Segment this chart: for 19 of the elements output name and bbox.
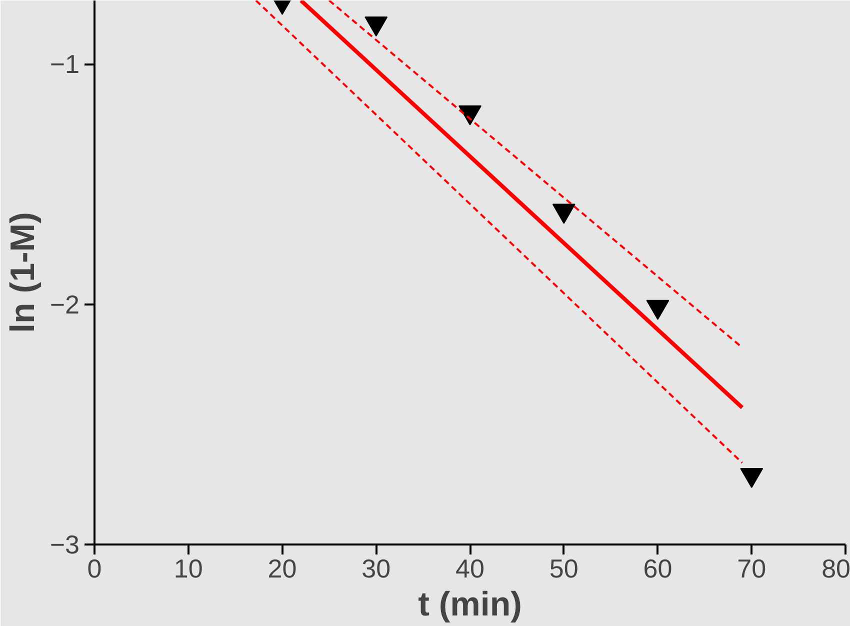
y-tick-label: −3 bbox=[50, 530, 80, 560]
point bbox=[364, 16, 388, 37]
point bbox=[740, 468, 764, 488]
x-tick-label: 20 bbox=[268, 554, 297, 584]
y-tick-label: −1 bbox=[50, 49, 80, 80]
point bbox=[646, 300, 670, 320]
y-tick-label: −2 bbox=[50, 289, 80, 320]
x-tick-label: 80 bbox=[822, 554, 850, 584]
x-tick-label: 30 bbox=[362, 554, 391, 584]
x-axis-title: t (min) bbox=[418, 586, 522, 624]
x-tick-label: 10 bbox=[174, 554, 203, 584]
point bbox=[458, 105, 482, 126]
x-tick-label: 0 bbox=[87, 554, 102, 584]
point bbox=[552, 204, 576, 224]
x-tick-label: 60 bbox=[643, 554, 672, 584]
x-tick-label: 40 bbox=[456, 554, 484, 584]
x-tick-label: 50 bbox=[549, 554, 578, 584]
x-tick-label: 70 bbox=[737, 554, 766, 584]
y-axis-title: ln (1-M) bbox=[4, 212, 42, 333]
